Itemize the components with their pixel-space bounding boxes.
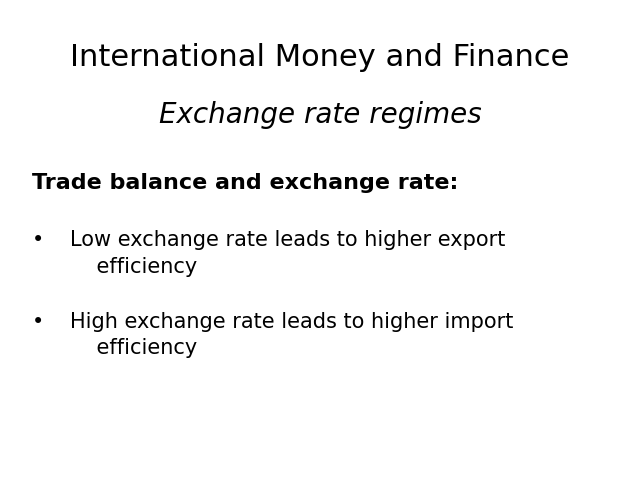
Text: •: • bbox=[32, 312, 44, 332]
Text: •: • bbox=[32, 230, 44, 251]
Text: High exchange rate leads to higher import
    efficiency: High exchange rate leads to higher impor… bbox=[70, 312, 514, 359]
Text: International Money and Finance: International Money and Finance bbox=[70, 43, 570, 72]
Text: Trade balance and exchange rate:: Trade balance and exchange rate: bbox=[32, 173, 458, 193]
Text: Low exchange rate leads to higher export
    efficiency: Low exchange rate leads to higher export… bbox=[70, 230, 506, 277]
Text: Exchange rate regimes: Exchange rate regimes bbox=[159, 101, 481, 129]
